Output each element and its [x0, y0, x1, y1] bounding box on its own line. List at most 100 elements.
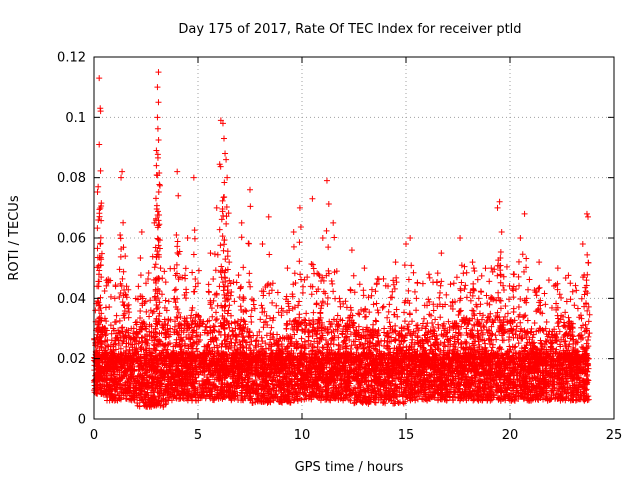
data-point: [389, 294, 396, 301]
data-point: [147, 373, 154, 380]
data-point: [401, 309, 408, 316]
data-point: [370, 301, 377, 308]
data-point: [121, 373, 128, 380]
data-point: [108, 372, 115, 379]
data-point: [142, 369, 149, 376]
data-point: [243, 308, 250, 315]
data-point: [107, 322, 114, 329]
data-point: [210, 322, 217, 329]
data-point: [313, 301, 320, 308]
data-point: [210, 275, 217, 282]
data-point: [268, 287, 275, 294]
data-point: [116, 395, 123, 402]
data-point: [161, 370, 168, 377]
data-point: [189, 328, 196, 335]
data-point: [146, 313, 153, 320]
data-point: [96, 301, 103, 308]
data-point: [149, 397, 156, 404]
data-point: [103, 377, 110, 384]
data-point: [125, 333, 132, 340]
data-point: [135, 379, 142, 386]
data-point: [205, 281, 212, 288]
data-point: [153, 368, 160, 375]
data-point: [150, 386, 157, 393]
data-point: [101, 383, 108, 390]
data-point: [171, 287, 178, 294]
data-point: [122, 385, 129, 392]
data-point: [126, 309, 133, 316]
data-point: [108, 387, 115, 394]
data-point: [137, 315, 144, 322]
data-point: [304, 274, 311, 281]
data-point: [134, 399, 141, 406]
data-point: [126, 384, 133, 391]
data-point: [111, 373, 118, 380]
data-point: [153, 402, 160, 409]
data-point: [125, 305, 132, 312]
data-point: [296, 298, 303, 305]
data-point: [127, 363, 134, 370]
data-point: [161, 342, 168, 349]
data-point: [247, 283, 254, 290]
data-point: [154, 385, 161, 392]
data-point: [235, 272, 242, 279]
data-point: [142, 391, 149, 398]
data-point: [137, 372, 144, 379]
data-point: [138, 354, 145, 361]
data-point: [123, 327, 130, 334]
data-point: [135, 367, 142, 374]
data-point: [421, 315, 428, 322]
data-point: [162, 279, 169, 286]
data-point: [161, 268, 168, 275]
data-point: [121, 381, 128, 388]
data-point: [155, 361, 162, 368]
data-point: [118, 372, 125, 379]
data-point: [106, 303, 113, 310]
data-point: [142, 396, 149, 403]
data-point: [257, 316, 264, 323]
data-point: [147, 297, 154, 304]
data-point: [115, 341, 122, 348]
data-point: [125, 329, 132, 336]
data-point: [167, 325, 174, 332]
data-point: [373, 318, 380, 325]
data-point: [145, 270, 152, 277]
data-point: [233, 279, 240, 286]
data-point: [103, 391, 110, 398]
data-point: [91, 382, 98, 389]
data-point: [113, 378, 120, 385]
data-point: [145, 275, 152, 282]
data-point: [300, 283, 307, 290]
data-point: [128, 325, 135, 332]
data-point: [108, 330, 115, 337]
data-point: [146, 374, 153, 381]
data-point: [275, 309, 282, 316]
data-point: [334, 312, 341, 319]
data-point: [127, 373, 134, 380]
data-point: [426, 274, 433, 281]
data-point: [298, 396, 305, 403]
data-point: [172, 299, 179, 306]
data-point: [106, 384, 113, 391]
data-point: [411, 288, 418, 295]
data-point: [117, 377, 124, 384]
data-point: [102, 331, 109, 338]
data-point: [146, 333, 153, 340]
data-point: [231, 298, 238, 305]
data-point: [240, 293, 247, 300]
data-point: [135, 283, 142, 290]
data-point: [94, 390, 101, 397]
data-point: [195, 267, 202, 274]
data-point: [114, 371, 121, 378]
data-point: [111, 364, 118, 371]
data-point: [368, 292, 375, 299]
data-point: [101, 372, 108, 379]
data-point: [126, 334, 133, 341]
chart-title: Day 175 of 2017, Rate Of TEC Index for r…: [178, 22, 521, 37]
data-point: [158, 350, 165, 357]
data-point: [120, 332, 127, 339]
data-point: [283, 293, 290, 300]
data-point: [112, 282, 119, 289]
data-point: [381, 325, 388, 332]
